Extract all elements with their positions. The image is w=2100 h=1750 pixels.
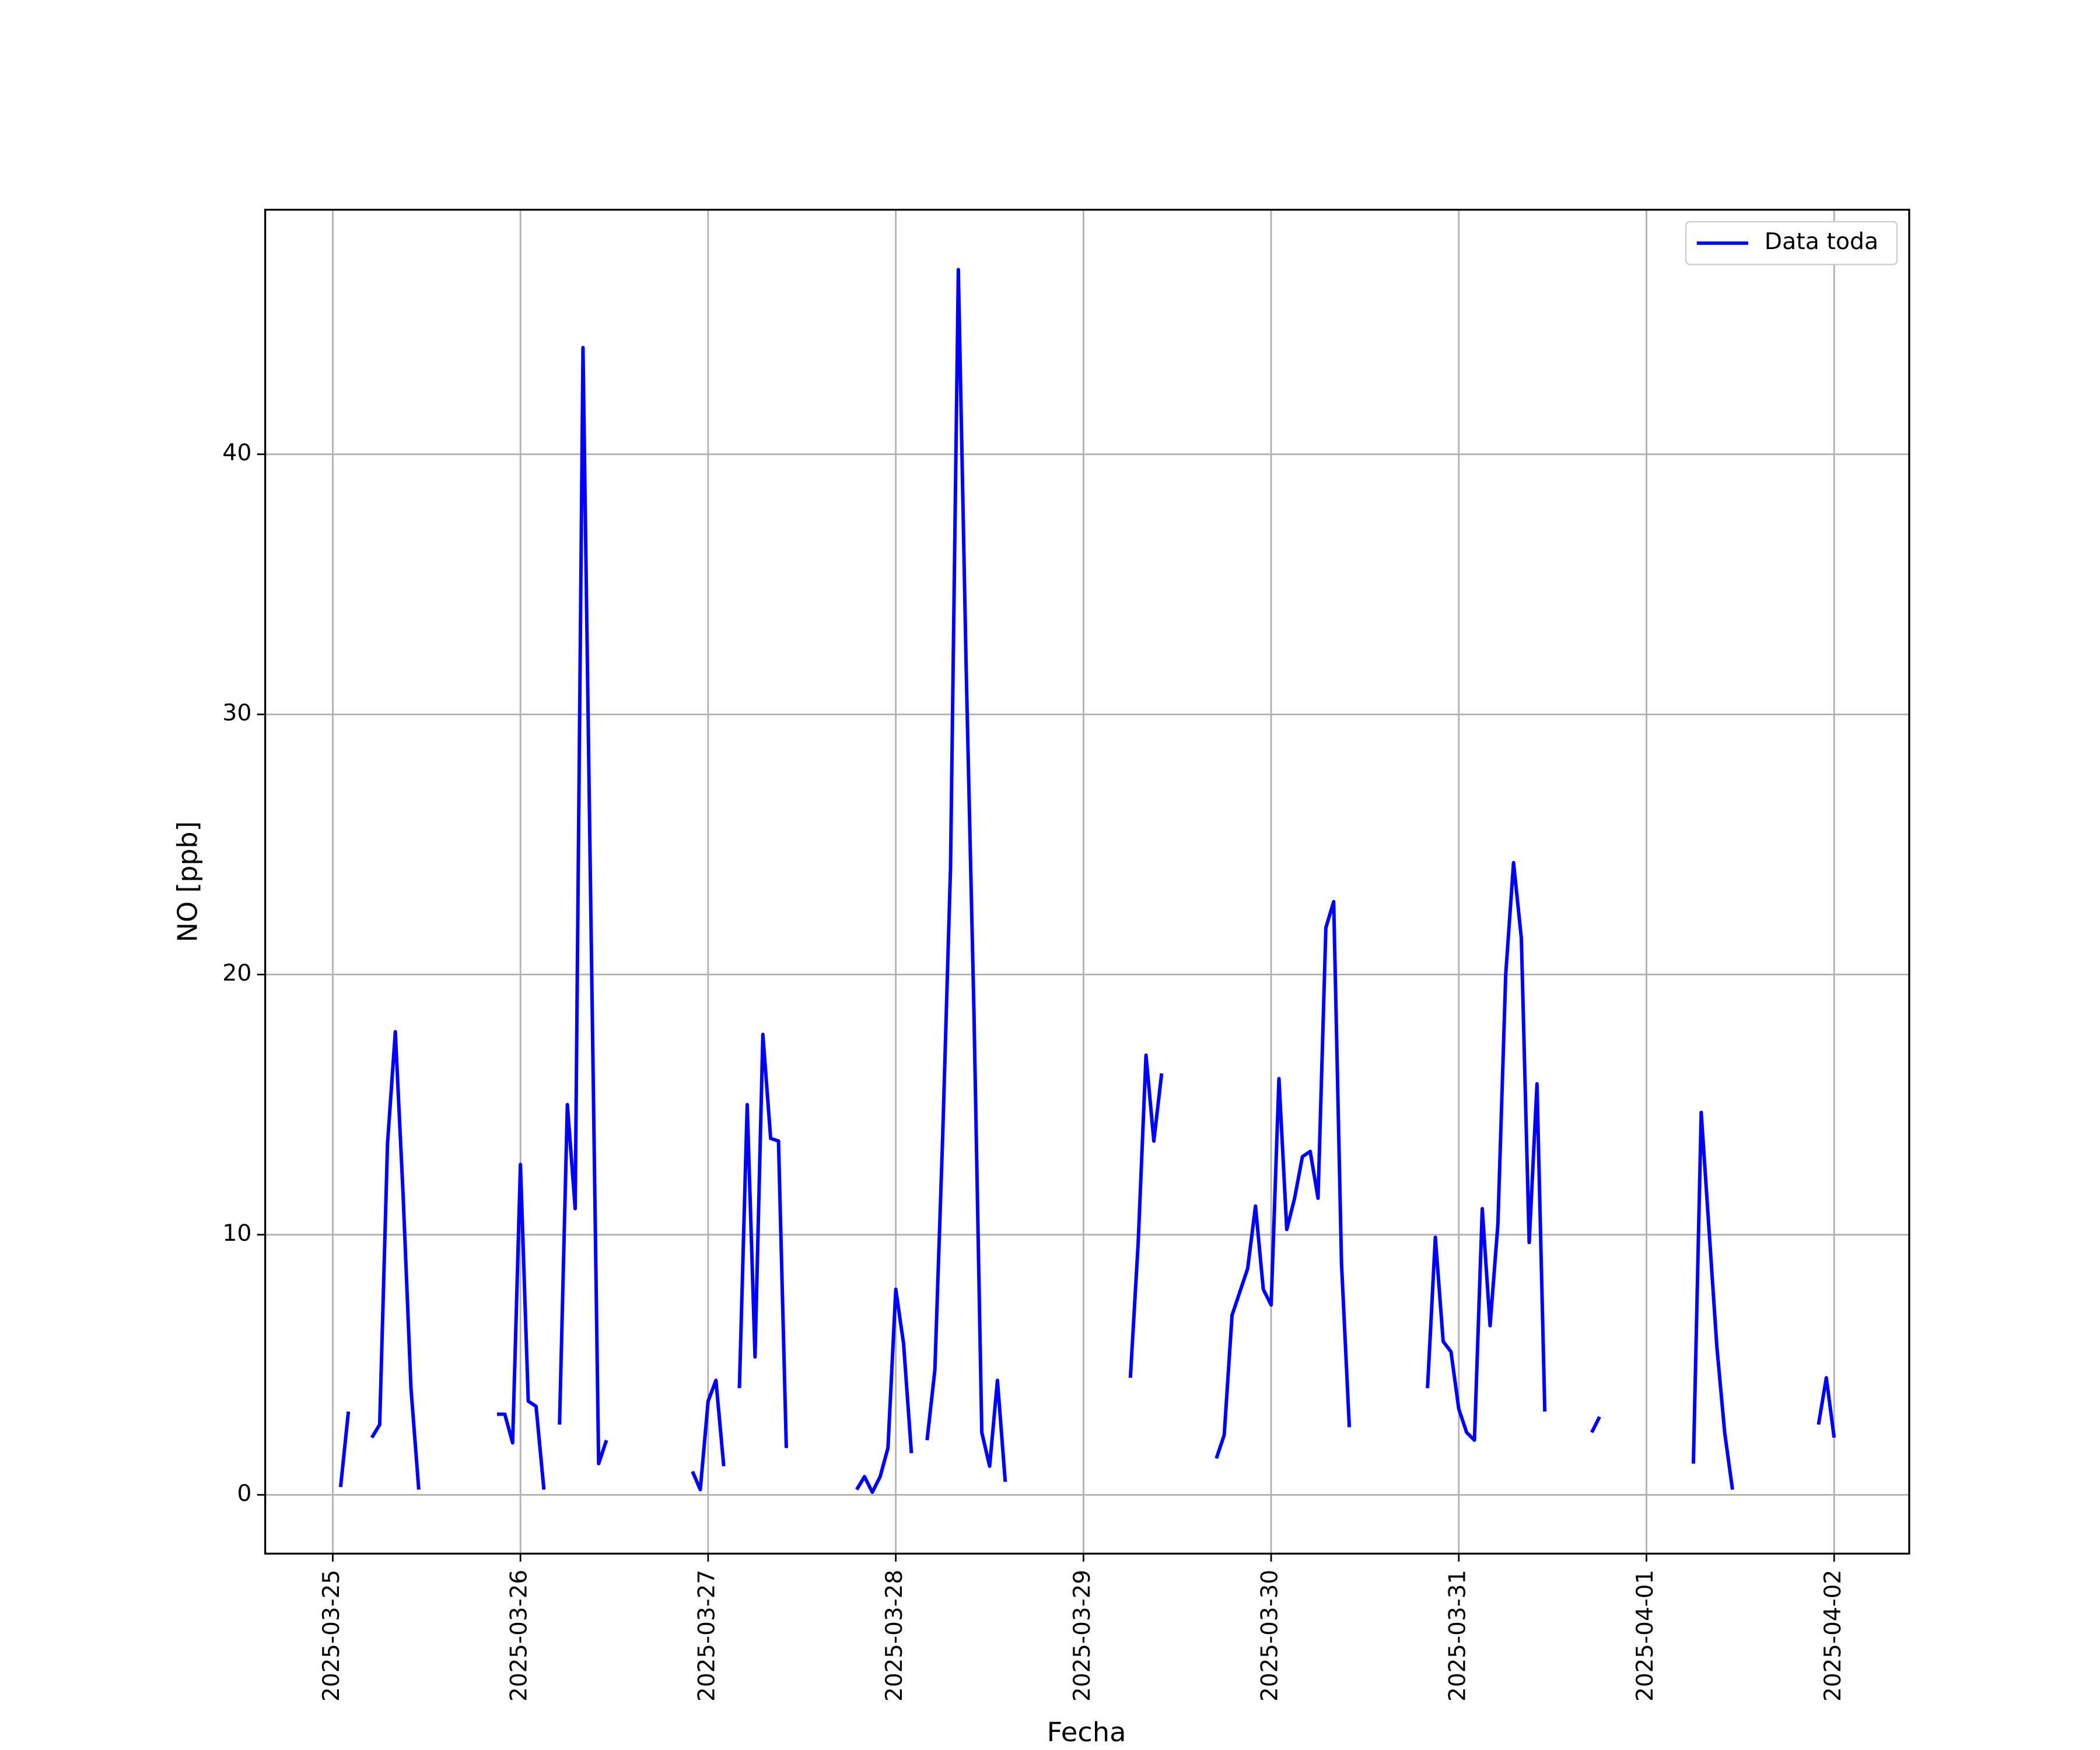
x-tick-label: 2025-03-28	[881, 1570, 908, 1702]
data-line	[338, 268, 1836, 1494]
x-tick-label: 2025-03-31	[1444, 1570, 1471, 1702]
y-tick-label: 10	[222, 1220, 251, 1247]
x-tick-label: 2025-03-25	[318, 1570, 345, 1702]
y-tick-label: 30	[222, 700, 251, 726]
y-tick-label: 40	[222, 440, 251, 466]
x-tick-label: 2025-03-30	[1256, 1570, 1283, 1702]
x-tick-label: 2025-03-29	[1069, 1570, 1096, 1702]
y-tick-label: 0	[237, 1480, 251, 1507]
x-axis-label: Fecha	[1047, 1716, 1126, 1748]
plot-frame	[264, 208, 1910, 1555]
y-tick-label: 20	[222, 960, 251, 986]
x-tick-label: 2025-03-27	[694, 1570, 720, 1702]
x-tick-label: 2025-04-01	[1632, 1570, 1658, 1702]
x-tick-label: 2025-03-26	[506, 1570, 533, 1702]
legend-box	[1685, 221, 1898, 265]
legend-label: Data toda	[1765, 229, 1878, 255]
y-axis-label: NO [ppb]	[172, 821, 203, 943]
x-tick-label: 2025-04-02	[1820, 1570, 1846, 1702]
